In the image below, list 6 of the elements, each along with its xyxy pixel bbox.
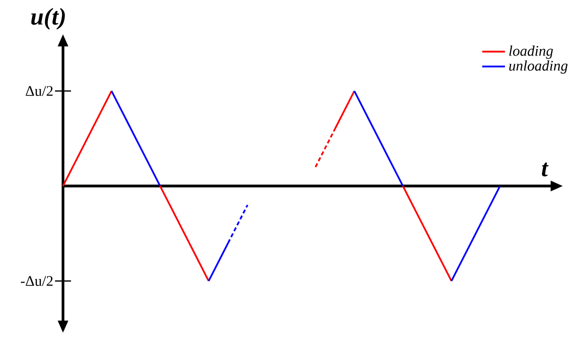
- x-axis-title: t: [542, 162, 548, 176]
- text: Δu/2: [26, 86, 53, 96]
- legend-label: unloading: [509, 60, 568, 74]
- text: -Δu/2: [20, 276, 53, 286]
- y-axis-title: u(t): [31, 8, 65, 30]
- legend-label: loading: [509, 46, 553, 59]
